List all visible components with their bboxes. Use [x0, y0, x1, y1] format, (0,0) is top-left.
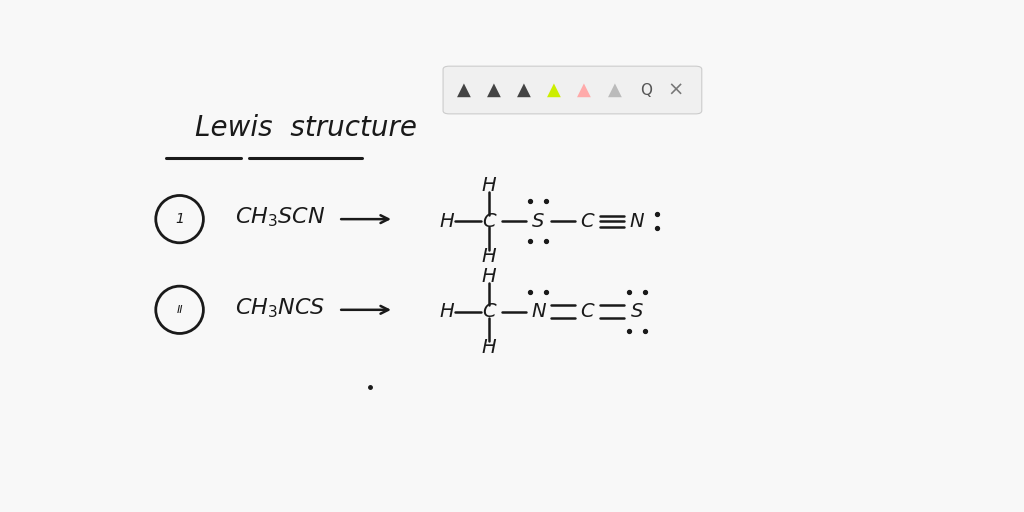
Text: ▲: ▲ — [578, 81, 591, 99]
Text: ▲: ▲ — [457, 81, 471, 99]
Text: H: H — [440, 302, 455, 322]
Text: 1: 1 — [175, 212, 184, 226]
Text: $CH_3SCN$: $CH_3SCN$ — [236, 205, 326, 229]
Text: II: II — [176, 305, 183, 315]
Text: ▲: ▲ — [547, 81, 561, 99]
Text: ▲: ▲ — [607, 81, 622, 99]
Text: S: S — [532, 211, 545, 230]
Text: S: S — [631, 302, 643, 322]
Text: H: H — [481, 247, 497, 266]
Text: H: H — [481, 338, 497, 357]
Text: H: H — [440, 211, 455, 230]
Text: ×: × — [668, 81, 684, 100]
Text: N: N — [630, 211, 644, 230]
FancyBboxPatch shape — [443, 66, 701, 114]
Text: C: C — [482, 211, 496, 230]
Text: C: C — [581, 211, 594, 230]
Text: C: C — [482, 302, 496, 322]
Text: $CH_3NCS$: $CH_3NCS$ — [236, 296, 326, 319]
Text: N: N — [531, 302, 546, 322]
Text: Lewis  structure: Lewis structure — [196, 115, 418, 142]
Text: ▲: ▲ — [487, 81, 501, 99]
Text: H: H — [481, 267, 497, 286]
Text: ▲: ▲ — [517, 81, 530, 99]
Text: H: H — [481, 176, 497, 195]
Text: Q: Q — [640, 83, 652, 98]
Text: C: C — [581, 302, 594, 322]
